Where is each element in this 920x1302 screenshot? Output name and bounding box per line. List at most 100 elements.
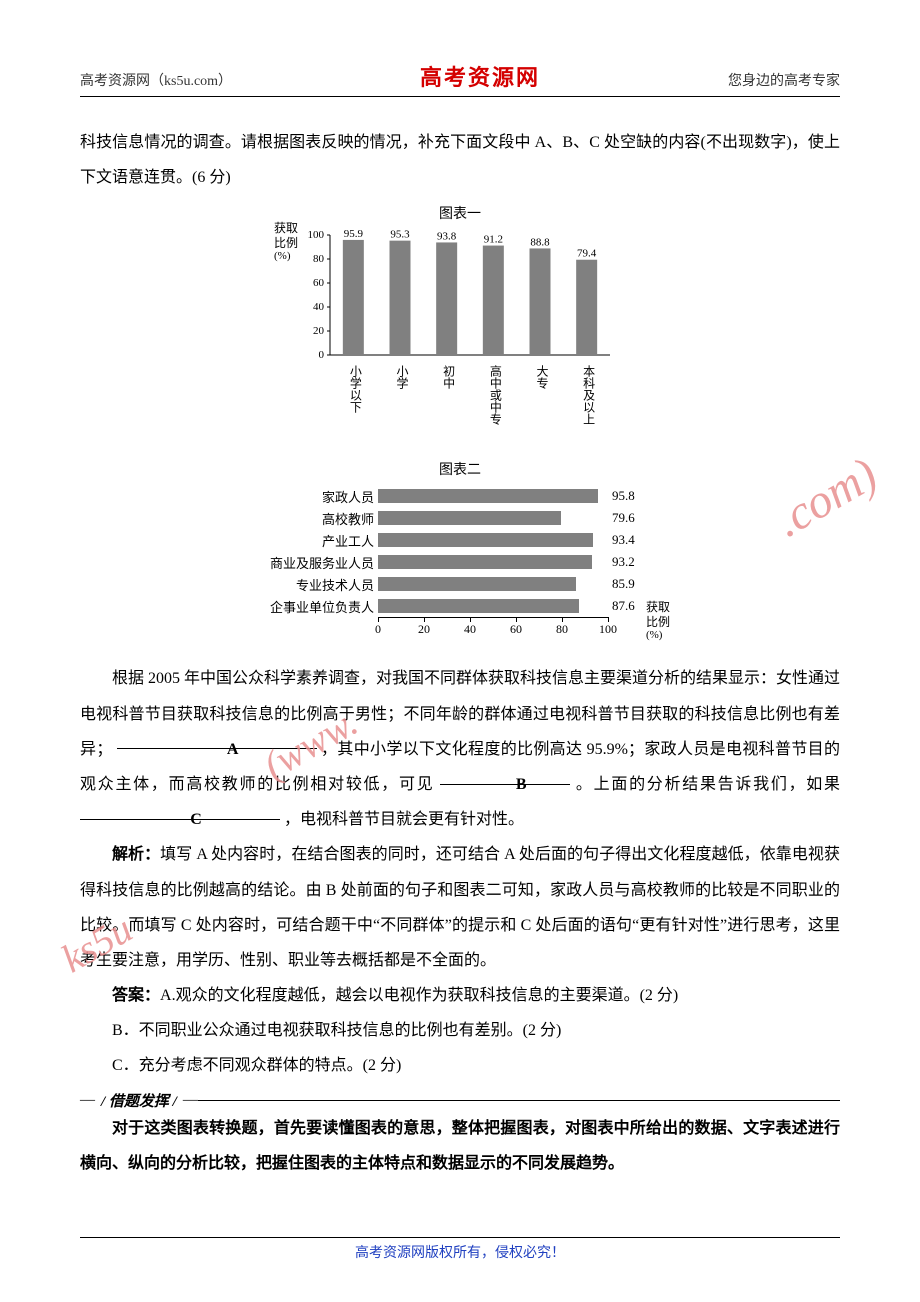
- chart1-value-label: 95.9: [344, 228, 364, 240]
- divider-line: [198, 1100, 840, 1101]
- divider-dash-right: —: [183, 1092, 198, 1109]
- chart2-title: 图表二: [250, 459, 670, 479]
- chart1-value-label: 93.8: [437, 231, 457, 243]
- chart2-category-label: 企事业单位负责人: [250, 597, 378, 616]
- page-footer: 高考资源网版权所有，侵权必究！: [80, 1237, 840, 1262]
- chart1-bar: [483, 246, 504, 355]
- chart2-xlabel-0: 获取: [646, 600, 670, 614]
- chart1-bar: [343, 240, 364, 355]
- chart1-bar: [436, 243, 457, 356]
- answer-b-line: B．不同职业公众通过电视获取科技信息的比例也有差别。(2 分): [80, 1013, 840, 1048]
- chart1-category-label: 高中或中专: [487, 365, 504, 425]
- analysis-para: 解析：填写 A 处内容时，在结合图表的同时，还可结合 A 处后面的句子得出文化程…: [80, 837, 840, 978]
- chart2-xlabel-2: (%): [646, 629, 670, 642]
- chart2-row: 专业技术人员 85.9: [250, 573, 670, 595]
- chart1-ylabel-0: 获取: [274, 221, 298, 235]
- chart2-tick-label: 60: [510, 622, 522, 637]
- chart1-value-label: 95.3: [390, 229, 410, 241]
- chart1-ylabel-1: 比例: [274, 236, 298, 250]
- chart1-category-label: 小学以下: [347, 365, 364, 413]
- chart2-category-label: 家政人员: [250, 487, 378, 506]
- chart2-xlabel-1: 比例: [646, 615, 670, 629]
- chart1-bar: [390, 241, 411, 355]
- svg-text:80: 80: [313, 253, 325, 265]
- para1-after-b: 。上面的分析结果告诉我们，如果: [576, 776, 840, 793]
- chart1-category-label: 大专: [534, 365, 551, 389]
- chart1-value-label: 88.8: [530, 237, 550, 249]
- chart1-bars: [343, 240, 597, 355]
- svg-text:60: 60: [313, 277, 325, 289]
- chart1-bar: [530, 249, 551, 356]
- chart1-valuelabels: 95.9 95.3 93.8 91.2 88.8 79.4: [344, 228, 597, 260]
- chart2-tick-label: 0: [375, 622, 381, 637]
- chart2-bar: [378, 599, 579, 613]
- chart2: 家政人员 95.8 高校教师 79.6 产业工人 93.4 商业及服务业人员 93.2 专业技术…: [250, 485, 670, 649]
- chart1-category-label: 小学: [394, 365, 411, 389]
- chart2-category-label: 高校教师: [250, 509, 378, 528]
- chart2-row: 商业及服务业人员 93.2: [250, 551, 670, 573]
- letter-c: C: [190, 811, 202, 828]
- divider-label: / 借题发挥 /: [95, 1090, 183, 1111]
- header-right: 您身边的高考专家: [728, 70, 840, 90]
- chart1-title: 图表一: [250, 203, 670, 223]
- tip-text: 对于这类图表转换题，首先要读懂图表的意思，整体把握图表，对图表中所给出的数据、文…: [80, 1120, 840, 1172]
- chart2-value-label: 85.9: [608, 576, 635, 592]
- chart2-category-label: 商业及服务业人员: [250, 553, 378, 572]
- svg-text:20: 20: [313, 325, 325, 337]
- chart1-category-label: 初中: [441, 365, 458, 389]
- chart2-bar: [378, 533, 593, 547]
- chart2-bar: [378, 511, 561, 525]
- tip-para: 对于这类图表转换题，首先要读懂图表的意思，整体把握图表，对图表中所给出的数据、文…: [80, 1111, 840, 1181]
- svg-text:100: 100: [308, 229, 325, 241]
- chart2-tick-label: 40: [464, 622, 476, 637]
- chart2-value-label: 87.6: [608, 598, 635, 614]
- chart2-bar: [378, 555, 592, 569]
- charts-container: 图表一 获取 比例 (%) 0 20 40 60 80 100 95.9 95.3…: [250, 203, 670, 649]
- chart2-xlabel: 获取 比例 (%): [646, 600, 670, 642]
- para1-tail: ，电视科普节目就会更有针对性。: [284, 811, 524, 828]
- blank-b: B: [440, 767, 570, 785]
- letter-b: B: [516, 776, 527, 793]
- page-header: 高考资源网（ks5u.com） 高考资源网 您身边的高考专家: [80, 60, 840, 97]
- watermark-com: .com): [766, 447, 887, 549]
- answer-a: A.观众的文化程度越低，越会以电视作为获取科技信息的主要渠道。(2 分): [160, 987, 678, 1004]
- body-para1: 根据 2005 年中国公众科学素养调查，对我国不同群体获取科技信息主要渠道分析的…: [80, 661, 840, 837]
- chart2-value-label: 95.8: [608, 488, 635, 504]
- analysis-label: 解析：: [112, 846, 160, 863]
- chart2-tick-label: 100: [599, 622, 617, 637]
- chart1-bar: [576, 260, 597, 355]
- svg-text:0: 0: [319, 349, 325, 361]
- svg-text:40: 40: [313, 301, 325, 313]
- analysis-text: 填写 A 处内容时，在结合图表的同时，还可结合 A 处后面的句子得出文化程度越低…: [80, 846, 840, 969]
- chart2-category-label: 产业工人: [250, 531, 378, 550]
- chart2-category-label: 专业技术人员: [250, 575, 378, 594]
- chart1-value-label: 79.4: [577, 248, 597, 260]
- blank-a: A: [117, 732, 317, 750]
- chart2-bar: [378, 577, 576, 591]
- letter-a: A: [227, 741, 239, 758]
- chart2-row: 家政人员 95.8: [250, 485, 670, 507]
- chart2-value-label: 79.6: [608, 510, 635, 526]
- chart2-row: 产业工人 93.4: [250, 529, 670, 551]
- chart2-value-label: 93.2: [608, 554, 635, 570]
- chart1-yaxis-label: 获取 比例 (%): [274, 221, 298, 263]
- chart2-tick-label: 20: [418, 622, 430, 637]
- header-center-logo: 高考资源网: [420, 60, 540, 92]
- intro-paragraph: 科技信息情况的调查。请根据图表反映的情况，补充下面文段中 A、B、C 处空缺的内…: [80, 125, 840, 195]
- section-divider: — / 借题发挥 / —: [80, 1090, 840, 1111]
- answer-c-line: C．充分考虑不同观众群体的特点。(2 分): [80, 1048, 840, 1083]
- chart1-category-label: 本科及以上: [581, 365, 598, 425]
- answer-a-line: 答案：A.观众的文化程度越低，越会以电视作为获取科技信息的主要渠道。(2 分): [80, 978, 840, 1013]
- header-left: 高考资源网（ks5u.com）: [80, 70, 232, 90]
- chart2-row: 高校教师 79.6: [250, 507, 670, 529]
- chart2-row: 企事业单位负责人 87.6: [250, 595, 670, 617]
- chart1-ylabel-2: (%): [274, 250, 298, 263]
- chart2-tick-label: 80: [556, 622, 568, 637]
- chart2-bar: [378, 489, 598, 503]
- chart1-value-label: 91.2: [484, 234, 503, 246]
- chart2-value-label: 93.4: [608, 532, 635, 548]
- chart1: 获取 比例 (%) 0 20 40 60 80 100 95.995.393.8…: [280, 225, 640, 455]
- chart2-xaxis: 020406080100 获取 比例 (%): [378, 617, 608, 649]
- blank-c: C: [80, 802, 280, 820]
- answer-label: 答案：: [112, 987, 160, 1004]
